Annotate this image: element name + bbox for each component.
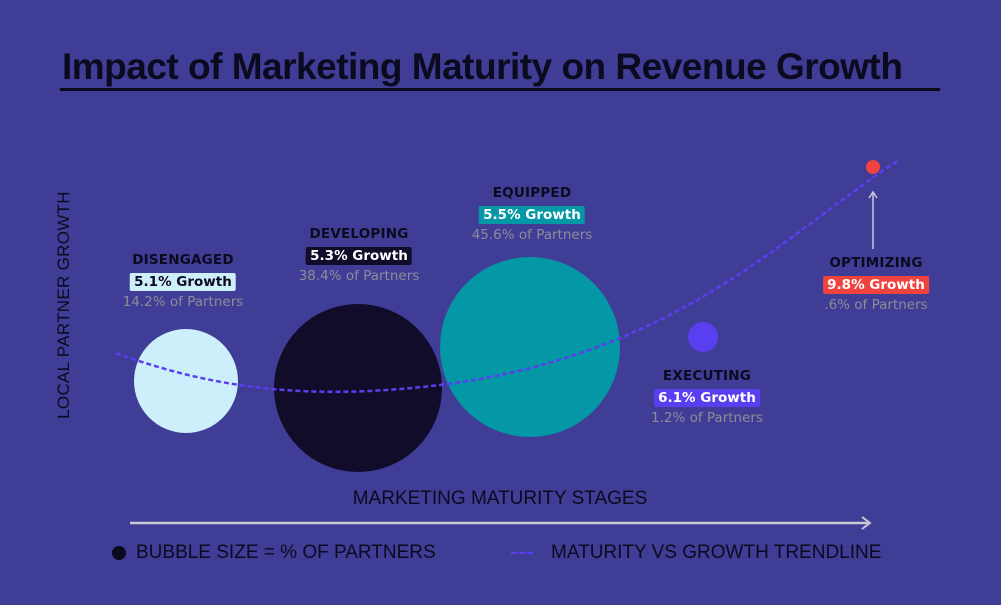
partner-share: .6% of Partners — [824, 297, 928, 313]
stage-label-optimizing: OPTIMIZING 9.8% Growth .6% of Partners — [823, 255, 929, 313]
bubble-developing — [274, 304, 442, 472]
bubble-equipped — [440, 257, 620, 437]
optimizing-pointer-arrow — [868, 190, 878, 249]
stage-label-equipped: EQUIPPED 5.5% Growth 45.6% of Partners — [472, 185, 593, 243]
partner-share: 1.2% of Partners — [651, 410, 763, 426]
growth-badge: 5.5% Growth — [479, 206, 585, 224]
stage-name: EXECUTING — [662, 368, 752, 384]
bubble-executing — [688, 322, 718, 352]
stage-name: EQUIPPED — [492, 185, 572, 201]
growth-badge: 6.1% Growth — [654, 389, 760, 407]
partner-share: 45.6% of Partners — [471, 227, 593, 243]
stage-label-executing: EXECUTING 6.1% Growth 1.2% of Partners — [651, 368, 763, 426]
growth-badge: 9.8% Growth — [823, 276, 929, 294]
legend-bubble-text: BUBBLE SIZE = % OF PARTNERS — [136, 542, 436, 563]
bubble-disengaged — [134, 329, 238, 433]
title-underline — [60, 88, 940, 91]
stage-label-developing: DEVELOPING 5.3% Growth 38.4% of Partners — [299, 226, 420, 284]
stage-name: DISENGAGED — [132, 252, 234, 268]
growth-badge: 5.3% Growth — [306, 247, 412, 265]
stage-name: OPTIMIZING — [829, 255, 923, 271]
x-axis-label: MARKETING MATURITY STAGES — [352, 488, 648, 509]
partner-share: 14.2% of Partners — [122, 294, 244, 310]
stage-label-disengaged: DISENGAGED 5.1% Growth 14.2% of Partners — [123, 252, 244, 310]
bubble-legend-icon — [112, 546, 126, 560]
bubble-optimizing — [866, 160, 880, 174]
stage-name: DEVELOPING — [309, 226, 409, 242]
chart-title: Impact of Marketing Maturity on Revenue … — [62, 46, 903, 87]
x-axis-arrow — [130, 516, 872, 530]
trendline — [115, 158, 900, 394]
partner-share: 38.4% of Partners — [298, 268, 420, 284]
legend-bubble-size: BUBBLE SIZE = % OF PARTNERS — [112, 542, 436, 564]
legend-trendline-text: MATURITY VS GROWTH TRENDLINE — [551, 542, 882, 563]
legend-trendline: MATURITY VS GROWTH TRENDLINE — [511, 542, 881, 564]
growth-badge: 5.1% Growth — [130, 273, 236, 291]
dashed-line-legend-icon — [511, 552, 533, 554]
